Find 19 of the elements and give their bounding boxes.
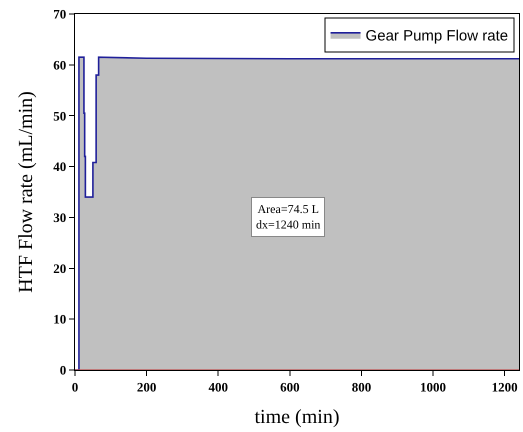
x-tick-label: 600 [280,380,300,395]
y-tick-label: 70 [53,6,66,22]
y-axis-title: HTF Flow rate (mL/min) [14,91,37,293]
x-tick-label: 400 [208,380,228,395]
legend-label: Gear Pump Flow rate [366,28,508,45]
x-tick-label: 1200 [492,380,518,395]
y-tick-label: 0 [60,362,66,378]
annotation: Area=74.5 L dx=1240 min [256,202,320,232]
y-tick-label: 10 [53,312,66,327]
x-tick-label: 0 [72,380,78,395]
x-tick-label: 200 [136,380,156,395]
x-tick-label: 1000 [420,380,446,395]
y-tick-label: 30 [53,210,66,225]
x-tick-label: 800 [352,380,372,395]
x-axis-title: time (min) [254,406,340,428]
y-tick-label: 60 [53,57,66,72]
y-tick-label: 40 [53,159,66,174]
y-tick-label: 20 [53,260,66,276]
y-tick-label: 50 [53,108,66,124]
